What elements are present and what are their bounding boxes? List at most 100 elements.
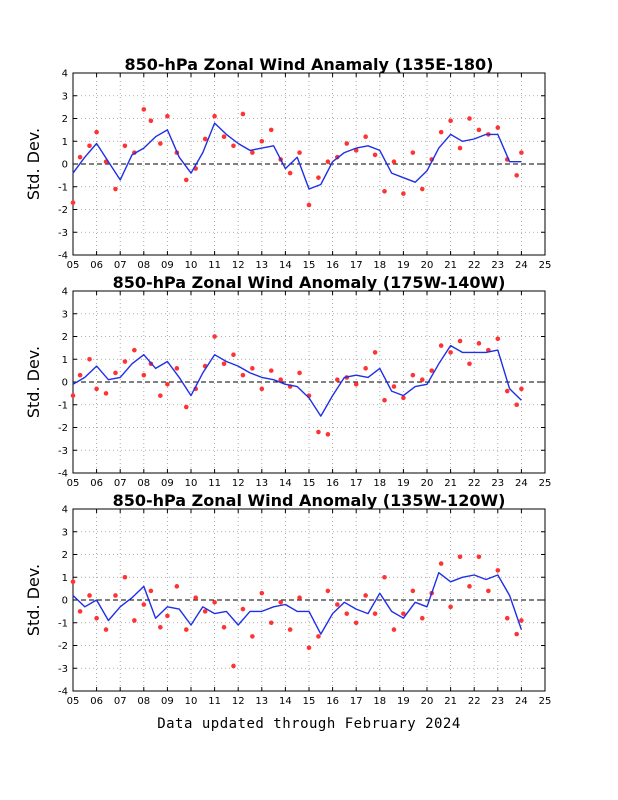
x-tick-label: 23 xyxy=(491,696,504,707)
y-axis-label: Std. Dev. xyxy=(24,346,43,418)
x-tick-label: 14 xyxy=(279,696,292,707)
x-tick-label: 24 xyxy=(515,478,528,489)
x-tick-label: 19 xyxy=(397,260,410,271)
x-tick-label: 20 xyxy=(421,696,434,707)
y-tick-label: 2 xyxy=(62,550,68,561)
data-point xyxy=(519,386,524,392)
data-point xyxy=(70,393,76,398)
x-tick-label: 05 xyxy=(67,260,80,271)
x-tick-label: 05 xyxy=(67,478,80,489)
x-tick-label: 20 xyxy=(421,478,434,489)
data-point xyxy=(183,627,189,632)
x-tick-label: 23 xyxy=(491,478,504,489)
data-point xyxy=(259,138,265,144)
data-point xyxy=(457,338,463,344)
x-tick-label: 21 xyxy=(444,478,457,489)
plot-frame xyxy=(72,72,546,256)
data-point xyxy=(221,625,227,630)
data-point xyxy=(77,154,83,160)
x-tick-label: 18 xyxy=(373,260,386,271)
y-tick-label: 4 xyxy=(62,505,68,516)
update-note: Data updated through February 2024 xyxy=(157,716,461,732)
x-tick-label: 19 xyxy=(397,478,410,489)
data-point xyxy=(141,372,147,378)
data-point xyxy=(514,631,519,637)
x-tick-label: 15 xyxy=(303,696,316,707)
y-tick-label: -4 xyxy=(58,251,68,262)
y-tick-label: 4 xyxy=(62,287,68,298)
data-point xyxy=(70,200,76,205)
data-point xyxy=(165,381,170,387)
data-point xyxy=(476,554,482,560)
data-point xyxy=(132,618,137,623)
data-point xyxy=(448,604,453,610)
data-point xyxy=(486,588,491,594)
data-point xyxy=(476,341,482,346)
series-line xyxy=(72,344,522,417)
data-point xyxy=(212,334,217,339)
x-tick-label: 18 xyxy=(373,696,386,707)
x-tick-label: 12 xyxy=(232,478,245,489)
data-point xyxy=(419,186,425,192)
y-tick-label: 2 xyxy=(62,332,68,343)
data-point xyxy=(382,189,387,194)
data-point xyxy=(94,615,99,621)
data-point xyxy=(448,118,453,124)
y-tick-label: 1 xyxy=(62,137,68,148)
x-tick-label: 22 xyxy=(468,696,481,707)
x-tick-label: 08 xyxy=(137,478,150,489)
data-point xyxy=(316,429,321,435)
data-point xyxy=(476,127,482,133)
data-point xyxy=(391,384,397,389)
x-tick-label: 06 xyxy=(90,478,103,489)
x-tick-label: 07 xyxy=(114,260,127,271)
x-tick-label: 07 xyxy=(114,478,127,489)
data-point xyxy=(87,593,92,598)
data-point xyxy=(363,134,368,139)
data-point xyxy=(325,159,331,165)
data-point xyxy=(268,368,274,373)
data-point xyxy=(363,366,368,371)
y-tick-label: -3 xyxy=(58,664,68,675)
data-point xyxy=(297,595,302,601)
data-point xyxy=(87,143,92,149)
data-point xyxy=(391,627,397,632)
y-tick-label: -2 xyxy=(58,641,68,652)
data-point xyxy=(202,609,208,614)
data-point xyxy=(193,595,199,601)
y-tick-label: -2 xyxy=(58,423,68,434)
data-point xyxy=(519,618,524,623)
data-point xyxy=(148,118,154,124)
data-point xyxy=(94,129,99,135)
series-line xyxy=(72,122,522,190)
data-point xyxy=(467,361,472,367)
x-tick-label: 14 xyxy=(279,478,292,489)
data-point xyxy=(165,113,170,119)
data-point xyxy=(77,372,83,378)
x-tick-label: 25 xyxy=(539,696,552,707)
x-tick-label: 13 xyxy=(255,696,268,707)
x-tick-label: 08 xyxy=(137,696,150,707)
chart-title: 850-hPa Zonal Wind Anomaly (175W-140W) xyxy=(113,273,506,292)
data-point xyxy=(316,634,321,639)
x-tick-label: 24 xyxy=(515,696,528,707)
data-point xyxy=(495,568,501,573)
data-point xyxy=(103,627,109,632)
data-point xyxy=(438,561,444,566)
data-point xyxy=(240,606,246,612)
data-point xyxy=(344,141,350,146)
data-point xyxy=(202,136,208,142)
series-line xyxy=(72,572,523,635)
data-point xyxy=(70,579,76,585)
data-point xyxy=(278,377,283,383)
y-tick-label: 4 xyxy=(62,69,68,80)
data-point xyxy=(132,347,137,353)
y-tick-label: -3 xyxy=(58,446,68,457)
data-point xyxy=(122,143,128,149)
x-tick-label: 17 xyxy=(350,478,363,489)
data-point xyxy=(410,588,416,594)
data-point xyxy=(250,634,255,639)
x-tick-label: 17 xyxy=(350,260,363,271)
x-tick-label: 07 xyxy=(114,696,127,707)
y-tick-label: -4 xyxy=(58,469,68,480)
